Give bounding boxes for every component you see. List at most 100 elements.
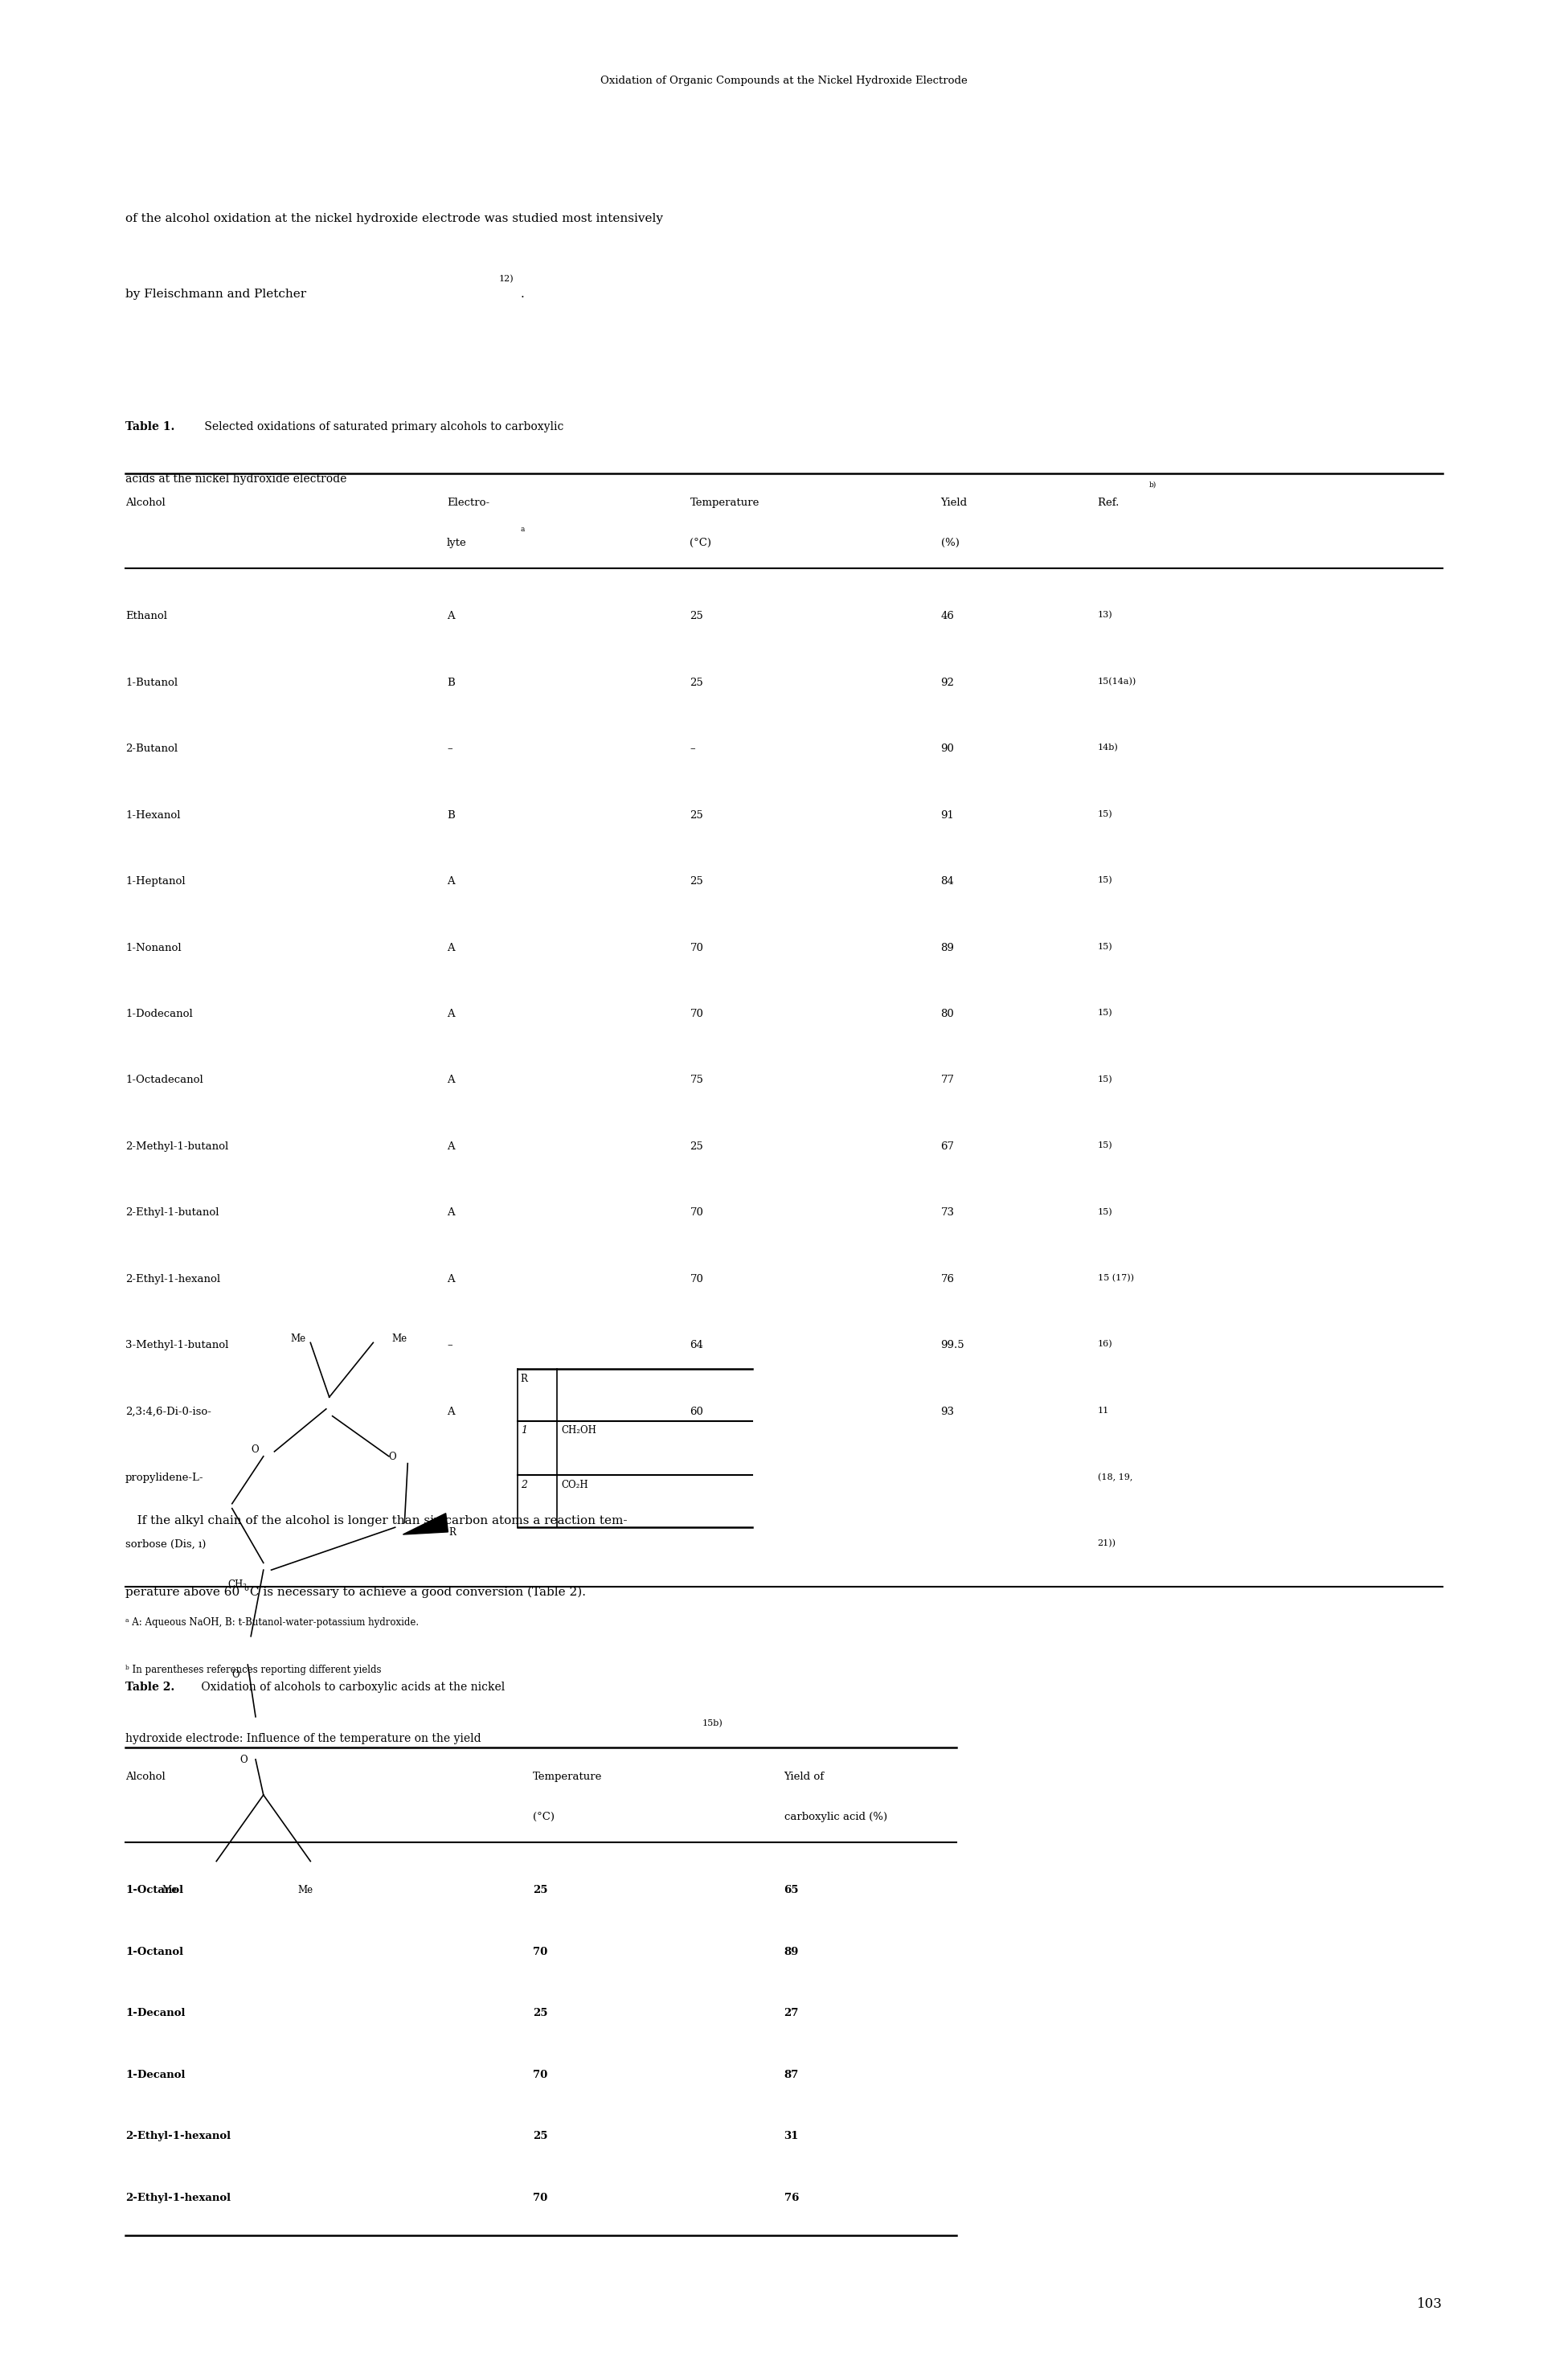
Text: 93: 93 bbox=[941, 1407, 955, 1416]
Text: (°C): (°C) bbox=[690, 538, 712, 547]
Text: 1-Octanol: 1-Octanol bbox=[125, 1885, 183, 1894]
Text: 73: 73 bbox=[941, 1208, 955, 1217]
Text: 2-Butanol: 2-Butanol bbox=[125, 744, 177, 753]
Text: 25: 25 bbox=[690, 611, 704, 620]
Text: –: – bbox=[447, 744, 452, 753]
Text: 1: 1 bbox=[521, 1426, 527, 1435]
Text: 3-Methyl-1-butanol: 3-Methyl-1-butanol bbox=[125, 1340, 229, 1350]
Text: 1-Octanol: 1-Octanol bbox=[125, 1946, 183, 1956]
Text: O: O bbox=[240, 1755, 248, 1764]
Text: 46: 46 bbox=[941, 611, 955, 620]
Text: 76: 76 bbox=[941, 1274, 955, 1283]
Text: A: A bbox=[447, 1075, 455, 1085]
Text: A: A bbox=[447, 1407, 455, 1416]
Text: 2-Ethyl-1-hexanol: 2-Ethyl-1-hexanol bbox=[125, 2131, 230, 2141]
Text: 1-Decanol: 1-Decanol bbox=[125, 2070, 185, 2079]
Text: Ethanol: Ethanol bbox=[125, 611, 168, 620]
Text: 25: 25 bbox=[533, 2131, 547, 2141]
Text: Oxidation of alcohols to carboxylic acids at the nickel: Oxidation of alcohols to carboxylic acid… bbox=[198, 1681, 505, 1693]
Polygon shape bbox=[403, 1513, 448, 1534]
Text: (18, 19,: (18, 19, bbox=[1098, 1473, 1132, 1482]
Text: 99.5: 99.5 bbox=[941, 1340, 964, 1350]
Text: 2-Ethyl-1-hexanol: 2-Ethyl-1-hexanol bbox=[125, 1274, 221, 1283]
Text: 70: 70 bbox=[690, 1009, 704, 1018]
Text: 76: 76 bbox=[784, 2193, 798, 2202]
Text: carboxylic acid (%): carboxylic acid (%) bbox=[784, 1812, 887, 1821]
Text: 77: 77 bbox=[941, 1075, 955, 1085]
Text: 65: 65 bbox=[784, 1885, 798, 1894]
Text: CH₂: CH₂ bbox=[227, 1579, 246, 1589]
Text: CH₂OH: CH₂OH bbox=[561, 1426, 596, 1435]
Text: 25: 25 bbox=[690, 677, 704, 687]
Text: Temperature: Temperature bbox=[533, 1771, 602, 1781]
Text: B: B bbox=[447, 677, 455, 687]
Text: 2,3:4,6-Di-0-iso-: 2,3:4,6-Di-0-iso- bbox=[125, 1407, 212, 1416]
Text: .: . bbox=[521, 289, 524, 301]
Text: sorbose (Dis, ı): sorbose (Dis, ı) bbox=[125, 1539, 205, 1549]
Text: A: A bbox=[447, 1274, 455, 1283]
Text: acids at the nickel hydroxide electrode: acids at the nickel hydroxide electrode bbox=[125, 474, 347, 485]
Text: Yield: Yield bbox=[941, 497, 967, 507]
Text: (%): (%) bbox=[941, 538, 960, 547]
Text: Yield of: Yield of bbox=[784, 1771, 825, 1781]
Text: 2: 2 bbox=[521, 1480, 527, 1489]
Text: O: O bbox=[389, 1452, 397, 1461]
Text: 27: 27 bbox=[784, 2008, 798, 2018]
Text: 84: 84 bbox=[941, 876, 955, 886]
Text: 25: 25 bbox=[690, 810, 704, 819]
Text: 25: 25 bbox=[690, 876, 704, 886]
Text: 1-Nonanol: 1-Nonanol bbox=[125, 942, 182, 952]
Text: 1-Butanol: 1-Butanol bbox=[125, 677, 177, 687]
Text: A: A bbox=[447, 611, 455, 620]
Text: 2-Methyl-1-butanol: 2-Methyl-1-butanol bbox=[125, 1141, 229, 1151]
Text: 16): 16) bbox=[1098, 1340, 1113, 1350]
Text: 2-Ethyl-1-butanol: 2-Ethyl-1-butanol bbox=[125, 1208, 220, 1217]
Text: A: A bbox=[447, 1208, 455, 1217]
Text: –: – bbox=[447, 1340, 452, 1350]
Text: A: A bbox=[447, 1009, 455, 1018]
Text: 64: 64 bbox=[690, 1340, 704, 1350]
Text: 1-Dodecanol: 1-Dodecanol bbox=[125, 1009, 193, 1018]
Text: 15): 15) bbox=[1098, 876, 1113, 886]
Text: 70: 70 bbox=[690, 942, 704, 952]
Text: 25: 25 bbox=[533, 2008, 547, 2018]
Text: 1-Hexanol: 1-Hexanol bbox=[125, 810, 180, 819]
Text: Ref.: Ref. bbox=[1098, 497, 1123, 507]
Text: 15): 15) bbox=[1098, 1141, 1113, 1151]
Text: O: O bbox=[232, 1669, 240, 1679]
Text: ᵃ A: Aqueous NaOH, B: t-Butanol-water-potassium hydroxide.: ᵃ A: Aqueous NaOH, B: t-Butanol-water-po… bbox=[125, 1617, 419, 1627]
Text: 31: 31 bbox=[784, 2131, 798, 2141]
Text: A: A bbox=[447, 1141, 455, 1151]
Text: Electro-: Electro- bbox=[447, 497, 489, 507]
Text: 70: 70 bbox=[533, 1946, 547, 1956]
Text: b): b) bbox=[1149, 481, 1157, 488]
Text: 92: 92 bbox=[941, 677, 955, 687]
Text: 70: 70 bbox=[690, 1208, 704, 1217]
Text: Me: Me bbox=[162, 1885, 177, 1894]
Text: 90: 90 bbox=[941, 744, 955, 753]
Text: R: R bbox=[448, 1527, 456, 1537]
Text: Alcohol: Alcohol bbox=[125, 497, 165, 507]
Text: A: A bbox=[447, 942, 455, 952]
Text: 1-Heptanol: 1-Heptanol bbox=[125, 876, 185, 886]
Text: 87: 87 bbox=[784, 2070, 798, 2079]
Text: 15b): 15b) bbox=[702, 1719, 723, 1729]
Text: A: A bbox=[447, 876, 455, 886]
Text: Oxidation of Organic Compounds at the Nickel Hydroxide Electrode: Oxidation of Organic Compounds at the Ni… bbox=[601, 76, 967, 85]
Text: Selected oxidations of saturated primary alcohols to carboxylic: Selected oxidations of saturated primary… bbox=[201, 422, 563, 433]
Text: 89: 89 bbox=[941, 942, 955, 952]
Text: 70: 70 bbox=[690, 1274, 704, 1283]
Text: ᵇ In parentheses references reporting different yields: ᵇ In parentheses references reporting di… bbox=[125, 1665, 381, 1674]
Text: Table 1.: Table 1. bbox=[125, 422, 174, 433]
Text: 70: 70 bbox=[533, 2070, 547, 2079]
Text: 2-Ethyl-1-hexanol: 2-Ethyl-1-hexanol bbox=[125, 2193, 230, 2202]
Text: perature above 60 °C is necessary to achieve a good conversion (Table 2).: perature above 60 °C is necessary to ach… bbox=[125, 1587, 586, 1598]
Text: B: B bbox=[447, 810, 455, 819]
Text: CO₂H: CO₂H bbox=[561, 1480, 588, 1489]
Text: Me: Me bbox=[392, 1333, 408, 1343]
Text: 75: 75 bbox=[690, 1075, 704, 1085]
Text: propylidene-L-: propylidene-L- bbox=[125, 1473, 204, 1482]
Text: O: O bbox=[251, 1444, 259, 1454]
Text: hydroxide electrode: Influence of the temperature on the yield: hydroxide electrode: Influence of the te… bbox=[125, 1733, 485, 1745]
Text: If the alkyl chain of the alcohol is longer than six carbon atoms a reaction tem: If the alkyl chain of the alcohol is lon… bbox=[125, 1516, 627, 1527]
